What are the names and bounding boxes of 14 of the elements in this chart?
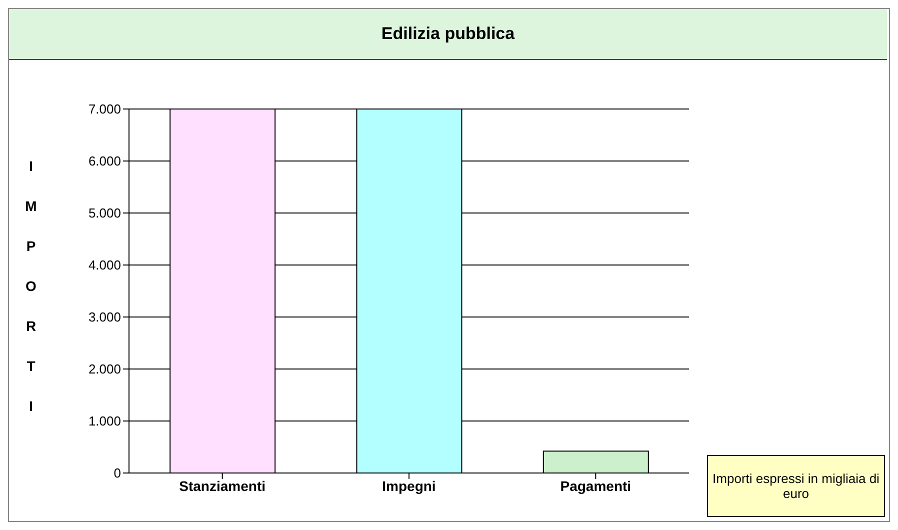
y-tick-label: 6.000 (88, 154, 121, 169)
text: Importi espressi in migliaia di euro (707, 455, 885, 517)
text: IMPORTI (25, 158, 37, 414)
chart-title: Edilizia pubblica (9, 9, 887, 60)
y-tick-label: 4.000 (88, 258, 121, 273)
y-tick-label: 7.000 (88, 102, 121, 117)
y-tick-label: 1.000 (88, 414, 121, 429)
y-tick-label: 3.000 (88, 310, 121, 325)
x-tick-label: Stanziamenti (179, 478, 266, 494)
y-tick-label: 2.000 (88, 362, 121, 377)
y-tick-label: 5.000 (88, 206, 121, 221)
x-tick-label: Pagamenti (560, 478, 632, 494)
y-tick-label: 0 (114, 466, 121, 481)
x-tick-label: Impegni (382, 478, 436, 494)
